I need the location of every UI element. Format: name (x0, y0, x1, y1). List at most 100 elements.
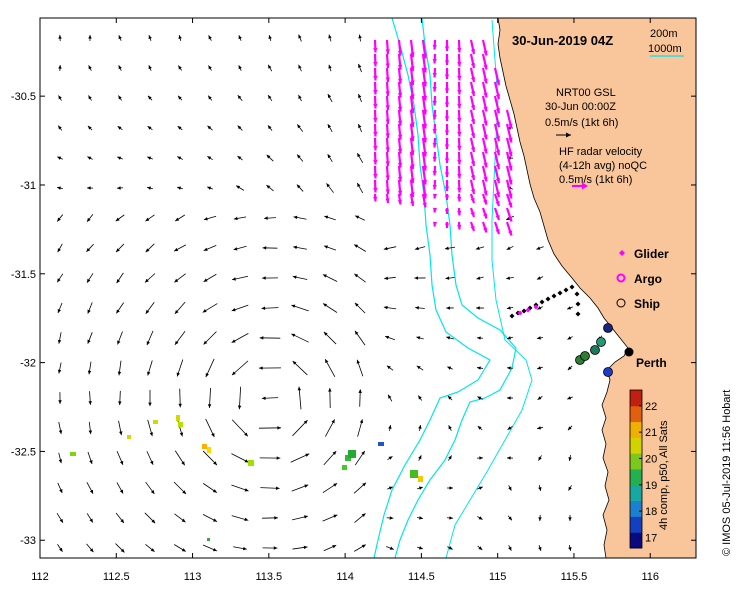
colorbar-segment (630, 450, 642, 454)
glider-track-point (545, 296, 551, 302)
legend-argo-label: Argo (634, 272, 662, 286)
current-arrow (328, 34, 332, 42)
current-arrow (397, 179, 403, 196)
current-arrow (177, 65, 183, 71)
current-arrow (444, 68, 450, 79)
current-arrow (493, 123, 501, 142)
current-arrow (87, 156, 93, 160)
colorbar-segment (630, 400, 642, 404)
current-arrow (469, 221, 476, 232)
current-arrow (476, 276, 484, 280)
current-arrow (537, 366, 543, 370)
current-arrow (469, 95, 476, 111)
current-arrow (203, 245, 217, 251)
map-title: 30-Jun-2019 04Z (512, 33, 613, 48)
current-arrow (397, 151, 403, 168)
current-arrow (481, 207, 488, 219)
current-arrow (444, 138, 450, 149)
current-arrow (469, 39, 476, 55)
current-arrow (231, 275, 249, 281)
current-arrow (416, 365, 424, 371)
colorbar-segment (630, 476, 642, 481)
colorbar-segment (630, 521, 642, 525)
current-arrow (57, 156, 63, 160)
current-arrow (477, 545, 483, 551)
current-arrow (469, 81, 476, 97)
y-tick-label: -32.5 (11, 446, 36, 458)
current-arrow (447, 546, 453, 550)
legend-ship-label: Ship (634, 297, 660, 311)
colorbar-segment (630, 426, 642, 430)
credit-text: © IMOS 05-Jul-2019 11:56 Hobart (721, 390, 733, 556)
current-arrow (385, 151, 390, 167)
sst-patch (70, 452, 76, 456)
current-arrow (202, 544, 218, 552)
current-arrow (409, 95, 415, 114)
current-arrow (202, 450, 218, 466)
current-arrow (57, 243, 63, 253)
current-arrow (268, 35, 272, 41)
y-tick-label: -31 (20, 180, 36, 192)
current-arrow (432, 207, 438, 213)
y-tick-label: -30.5 (11, 91, 36, 103)
radar-note-line3: 0.5m/s (1kt 6h) (559, 174, 632, 186)
current-arrow (176, 359, 184, 377)
current-arrow (387, 394, 393, 402)
current-arrow (384, 276, 396, 280)
current-arrow (231, 304, 249, 312)
current-arrow (324, 215, 336, 221)
current-arrow (145, 543, 155, 553)
current-arrow (202, 514, 218, 522)
current-arrow (448, 455, 452, 461)
current-arrow (205, 418, 215, 438)
current-arrow (457, 207, 462, 216)
colorbar-segment (630, 461, 642, 465)
colorbar-segment (630, 513, 642, 517)
glider-point (533, 304, 539, 310)
current-arrow (233, 546, 247, 551)
current-arrow (444, 246, 456, 250)
current-arrow (383, 305, 397, 310)
current-arrow (481, 39, 488, 56)
current-arrow (457, 221, 462, 230)
colorbar-segment (630, 511, 642, 515)
current-arrow (118, 420, 123, 436)
colorbar-segment (630, 403, 642, 407)
colorbar-segment (630, 434, 642, 438)
colorbar-segment (630, 453, 642, 457)
current-arrow (493, 109, 501, 128)
current-arrow (476, 456, 484, 460)
current-arrow (538, 514, 542, 522)
current-arrow (88, 65, 92, 71)
current-arrow (481, 151, 488, 168)
sst-patch (207, 538, 210, 541)
current-arrow (447, 395, 453, 401)
current-arrow (567, 336, 573, 340)
colorbar-segment (630, 526, 642, 531)
current-arrow (469, 123, 476, 139)
argo-ring-icon (616, 273, 626, 283)
colorbar-segment (630, 497, 642, 502)
current-arrow (292, 545, 308, 550)
glider-track-point (574, 291, 580, 297)
current-arrow (203, 273, 217, 283)
current-arrow (505, 207, 513, 222)
current-arrow (373, 123, 378, 137)
current-arrow (493, 67, 501, 86)
radar-vector-field (373, 39, 513, 236)
current-arrow (357, 419, 364, 437)
current-arrow (538, 484, 542, 492)
current-arrow (416, 336, 424, 340)
current-arrow (267, 125, 273, 131)
current-arrow (87, 451, 93, 465)
current-arrow (444, 82, 450, 93)
current-arrow (477, 516, 483, 520)
current-arrow (58, 64, 62, 72)
current-arrow (508, 485, 512, 491)
current-arrow (385, 53, 390, 69)
colorbar-segment (630, 487, 642, 491)
current-arrow (373, 165, 378, 179)
current-arrow (505, 193, 513, 208)
current-arrow (293, 245, 307, 250)
current-arrow (386, 546, 394, 550)
